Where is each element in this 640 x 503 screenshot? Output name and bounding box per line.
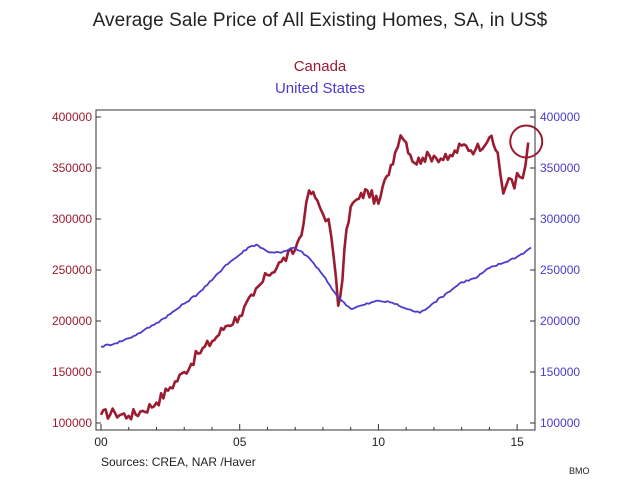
x-tick-label: 05 xyxy=(233,435,247,449)
x-tick-label: 10 xyxy=(372,435,386,449)
y-tick-right-label: 250000 xyxy=(540,263,580,277)
y-tick-right-label: 350000 xyxy=(540,161,580,175)
y-tick-left-label: 400000 xyxy=(52,110,92,124)
chart-title: Average Sale Price of All Existing Homes… xyxy=(92,10,548,31)
y-tick-right-label: 150000 xyxy=(540,365,580,379)
y-tick-right-label: 400000 xyxy=(540,110,580,124)
legend-united-states: United States xyxy=(274,80,366,97)
x-tick-label: 00 xyxy=(94,435,108,449)
plot-frame xyxy=(95,109,536,431)
y-tick-right-label: 100000 xyxy=(540,416,580,430)
source-note: Sources: CREA, NAR /Haver xyxy=(101,455,256,469)
y-tick-left-label: 200000 xyxy=(52,314,92,328)
y-tick-left-label: 350000 xyxy=(52,161,92,175)
y-tick-left-label: 100000 xyxy=(52,416,92,430)
highlight-circle xyxy=(509,124,544,159)
y-tick-right-label: 300000 xyxy=(540,212,580,226)
legend-canada: Canada xyxy=(293,58,347,75)
credit-label: BMO xyxy=(569,466,590,476)
series-line-united-states xyxy=(100,243,532,348)
y-tick-left-label: 150000 xyxy=(52,365,92,379)
series-line-canada xyxy=(99,134,530,421)
x-tick-label: 15 xyxy=(510,435,524,449)
y-tick-left-label: 300000 xyxy=(52,212,92,226)
y-tick-right-label: 200000 xyxy=(540,314,580,328)
y-tick-left-label: 250000 xyxy=(52,263,92,277)
